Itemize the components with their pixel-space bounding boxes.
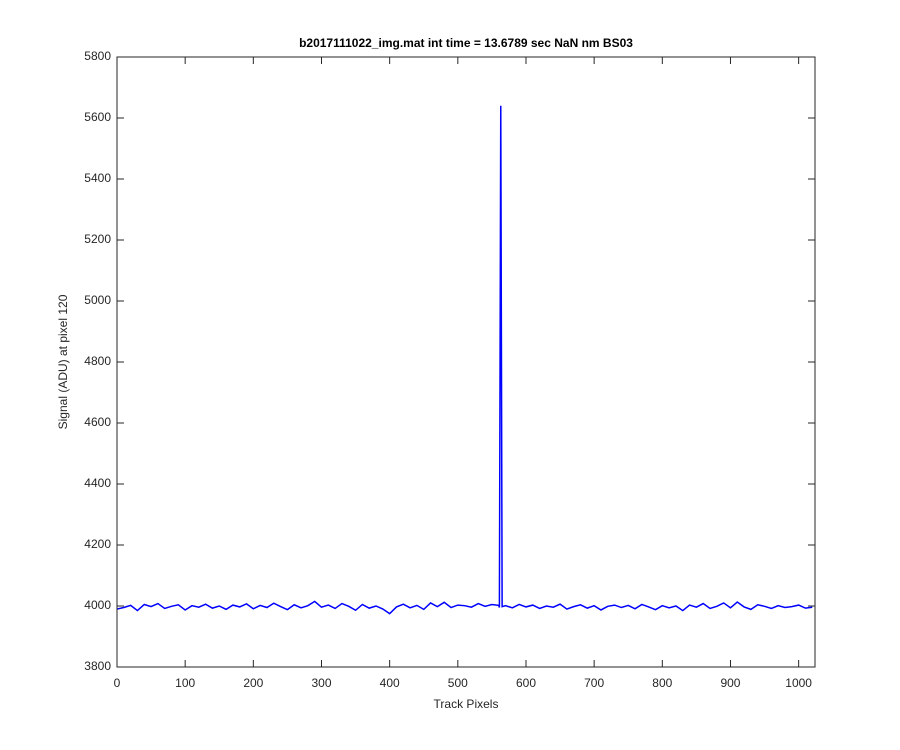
y-tick-label: 5400 bbox=[84, 171, 111, 185]
x-tick-label: 600 bbox=[516, 676, 536, 690]
x-tick-label: 1000 bbox=[785, 676, 812, 690]
y-tick-label: 5600 bbox=[84, 110, 111, 124]
x-tick-label: 300 bbox=[311, 676, 331, 690]
y-tick-label: 3800 bbox=[84, 659, 111, 673]
x-tick-label: 400 bbox=[380, 676, 400, 690]
x-tick-label: 800 bbox=[652, 676, 672, 690]
y-tick-label: 4400 bbox=[84, 476, 111, 490]
y-tick-label: 5200 bbox=[84, 232, 111, 246]
x-axis-label: Track Pixels bbox=[434, 697, 499, 711]
y-tick-label: 4600 bbox=[84, 415, 111, 429]
x-tick-label: 500 bbox=[448, 676, 468, 690]
y-axis-label: Signal (ADU) at pixel 120 bbox=[56, 294, 70, 429]
plot-frame bbox=[116, 56, 816, 668]
y-tick-label: 5000 bbox=[84, 293, 111, 307]
y-tick-label: 4800 bbox=[84, 354, 111, 368]
x-tick-label: 900 bbox=[720, 676, 740, 690]
y-tick-label: 5800 bbox=[84, 49, 111, 63]
x-tick-label: 0 bbox=[114, 676, 121, 690]
data-line bbox=[116, 105, 813, 615]
x-tick-label: 700 bbox=[584, 676, 604, 690]
chart-title: b2017111022_img.mat int time = 13.6789 s… bbox=[299, 36, 633, 50]
x-tick-label: 100 bbox=[175, 676, 195, 690]
y-tick-label: 4000 bbox=[84, 598, 111, 612]
y-tick-label: 4200 bbox=[84, 537, 111, 551]
x-tick-label: 200 bbox=[243, 676, 263, 690]
